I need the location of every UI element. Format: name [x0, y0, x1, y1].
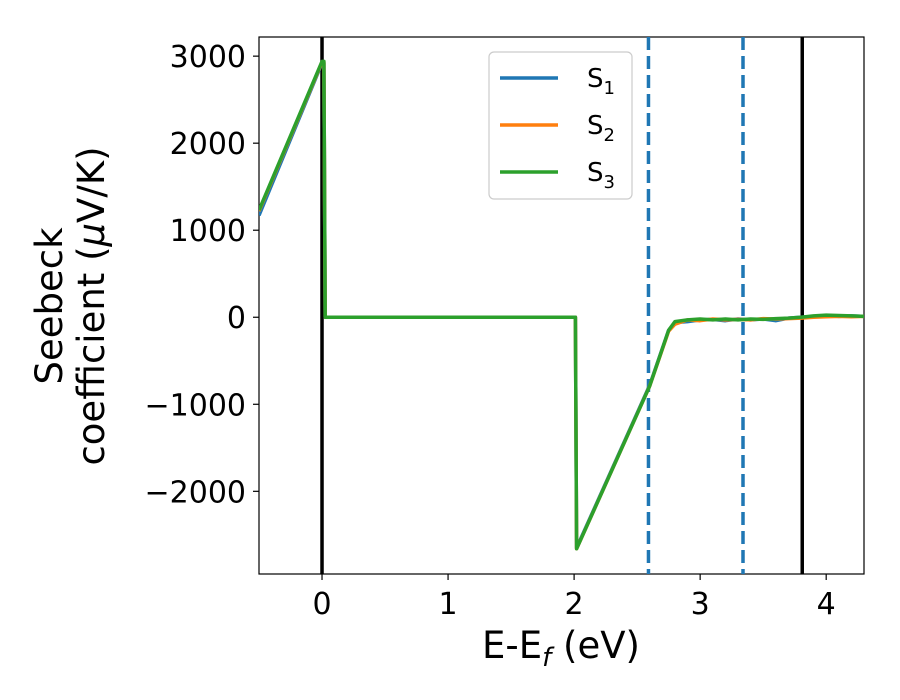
x-axis-label: E-Ef (eV) — [482, 624, 640, 673]
legend-box — [488, 51, 633, 200]
legend-label-s2: S2 — [587, 111, 615, 146]
x-tick-label-1: 1 — [439, 587, 458, 622]
y-tick-label-2000: 2000 — [170, 127, 246, 162]
y-tick-label-1000: 1000 — [170, 214, 246, 249]
x-tick-label-2: 2 — [565, 587, 584, 622]
x-tick-label-4: 4 — [817, 587, 836, 622]
x-tick-label-3: 3 — [691, 587, 710, 622]
legend-label-s1: S1 — [587, 64, 615, 99]
y-tick-label--2000: −2000 — [145, 475, 246, 510]
y-axis-label-line1: Seebeck — [28, 227, 71, 385]
legend: S1 S2 S3 — [488, 51, 633, 200]
y-axis-label-line2: coefficient (μV/K) — [70, 146, 113, 465]
y-tick-label--1000: −1000 — [145, 388, 246, 423]
plot-frame — [258, 36, 865, 575]
series-line-s3 — [259, 59, 864, 551]
x-tick-label-0: 0 — [312, 587, 331, 622]
y-tick-label-0: 0 — [227, 301, 246, 336]
y-tick-label-3000: 3000 — [170, 40, 246, 75]
legend-label-s3: S3 — [587, 158, 615, 193]
